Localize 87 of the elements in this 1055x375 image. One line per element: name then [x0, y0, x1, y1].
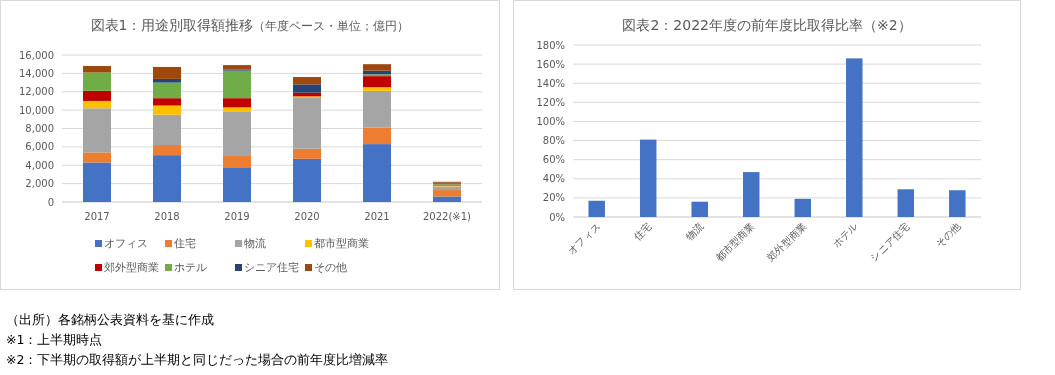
x-tick-label: 2020 [294, 211, 320, 222]
bar [691, 201, 708, 217]
bar [293, 77, 321, 85]
y-tick-label: 100% [536, 115, 565, 127]
bar [153, 98, 181, 106]
bar [293, 84, 321, 93]
y-tick-label: 4,000 [25, 159, 54, 171]
text: （出所）各銘柄公表資料を基に作成 [6, 312, 214, 327]
bar [223, 107, 251, 112]
x-tick-label: 2017 [84, 211, 110, 222]
bar [588, 200, 605, 217]
bar [639, 139, 657, 217]
bar [223, 65, 251, 70]
y-tick-label: 20% [542, 192, 565, 204]
y-tick-label: 16,000 [19, 49, 54, 61]
y-tick-label: 180% [536, 39, 565, 51]
y-tick-label: 14,000 [19, 67, 54, 79]
bar [83, 162, 111, 202]
bar [363, 127, 391, 145]
y-tick-label: 160% [536, 58, 565, 70]
bar [433, 186, 461, 191]
bar [223, 70, 251, 99]
legend-label: シニア住宅 [244, 261, 299, 274]
bar [153, 145, 181, 156]
y-tick-label: 2,000 [25, 178, 54, 190]
bar [433, 196, 461, 202]
text: ※2：下半期の取得額が上半期と同じだった場合の前年度比増減率 [6, 352, 389, 367]
bar [363, 90, 391, 128]
bar [153, 155, 181, 202]
bar [83, 72, 111, 91]
x-tick-label: 住宅 [631, 220, 654, 243]
x-tick-label: 2018 [154, 211, 180, 222]
y-tick-label: 60% [542, 154, 565, 166]
bar [83, 66, 111, 73]
y-tick-label: 80% [542, 135, 565, 147]
bar [846, 58, 863, 217]
bar [363, 64, 391, 71]
x-tick-label: その他 [933, 220, 963, 250]
bar [223, 111, 251, 157]
x-tick-label: ホテル [830, 220, 860, 250]
bar [83, 152, 111, 163]
bar [153, 82, 181, 99]
y-tick-label: 6,000 [25, 141, 54, 153]
y-tick-label: 10,000 [19, 104, 54, 116]
x-tick-label: 物流 [683, 220, 706, 243]
x-tick-label: 2021 [364, 211, 390, 222]
x-tick-label: 郊外型商業 [765, 220, 809, 264]
bar [293, 158, 321, 202]
legend-label: その他 [314, 261, 347, 274]
chart-subtitle: （年度ベース・単位；億円） [253, 19, 410, 33]
text: ※1：上半期時点 [6, 332, 103, 347]
bar [363, 76, 391, 88]
bar [794, 198, 811, 217]
bar [153, 114, 181, 146]
chart-title: 図表2：2022年度の前年度比取得比率（※2） [622, 17, 912, 33]
bar [949, 190, 966, 217]
y-tick-label: 140% [536, 77, 565, 89]
y-tick-label: 40% [542, 173, 565, 185]
legend-label: 郊外型商業 [104, 261, 159, 274]
bar [83, 100, 111, 109]
y-tick-label: 12,000 [19, 86, 54, 98]
legend-label: ホテル [174, 261, 207, 274]
bar [293, 97, 321, 149]
bar [897, 189, 915, 217]
x-tick-label: 2022(※1) [423, 211, 472, 222]
x-tick-label: オフィス [566, 220, 603, 257]
bar [363, 87, 391, 91]
bar [153, 66, 181, 79]
bar [223, 168, 251, 202]
bar [293, 148, 321, 159]
y-tick-label: 8,000 [25, 123, 54, 134]
bar [433, 190, 461, 197]
bar [743, 172, 760, 217]
y-tick-label: 0 [47, 196, 54, 208]
x-tick-label: 都市型商業 [713, 220, 757, 264]
bar [83, 90, 111, 101]
bar [83, 108, 111, 153]
x-tick-label: 2019 [224, 211, 250, 222]
chart-title: 図表1：用途別取得額推移 [90, 17, 254, 33]
bar [223, 156, 251, 169]
bar [153, 78, 181, 83]
bar [223, 98, 251, 108]
x-tick-label: シニア住宅 [868, 220, 912, 264]
y-tick-label: 120% [536, 96, 565, 108]
bar [363, 144, 391, 202]
y-tick-label: 0% [549, 211, 565, 223]
bar [153, 105, 181, 115]
